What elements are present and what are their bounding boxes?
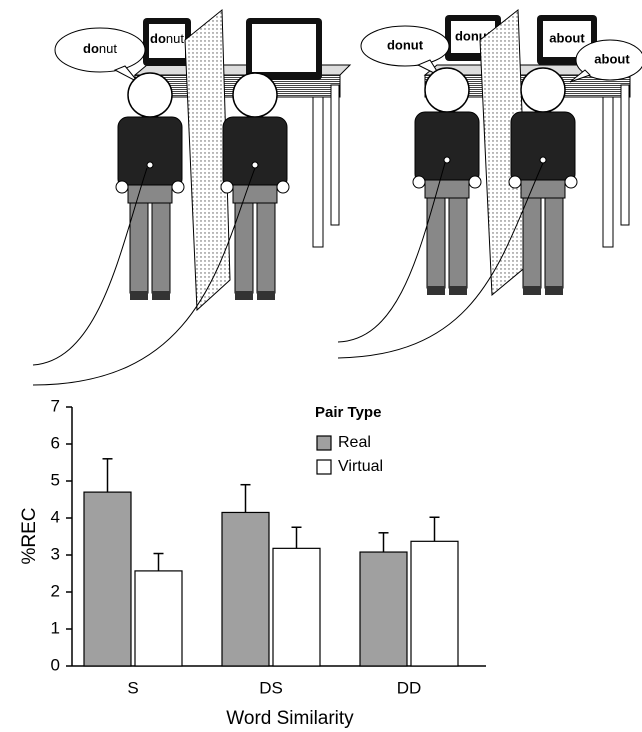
bold-part: do: [150, 31, 166, 46]
y-tick-label: 6: [51, 433, 60, 452]
figure: donut donut donut about donut about %REC…: [0, 0, 642, 732]
screen-text: about: [549, 30, 585, 45]
legend-label: Real: [338, 434, 371, 451]
y-tick-label: 4: [51, 507, 60, 526]
bar: [84, 492, 131, 666]
bold-part: do: [83, 41, 99, 56]
legend-swatch: [317, 436, 331, 450]
legend-label: Virtual: [338, 458, 383, 475]
left-illustration: donut donut: [33, 10, 350, 385]
y-tick-label: 5: [51, 470, 60, 489]
bubble-text: donut: [387, 37, 424, 52]
bar: [135, 571, 182, 666]
chart: %REC Word Similarity Pair Type 0 1 2 3 4 5 6 7 S…: [19, 396, 486, 729]
y-tick-label: 2: [51, 581, 60, 600]
x-axis-label: Word Similarity: [226, 708, 354, 729]
rest-part: nut: [99, 41, 117, 56]
y-axis-label: %REC: [19, 507, 40, 564]
bubble-text: donut: [83, 41, 117, 56]
x-tick-label: DD: [397, 678, 422, 697]
x-tick-label: S: [127, 678, 138, 697]
bar: [222, 512, 269, 666]
legend-swatch: [317, 460, 331, 474]
legend-title: Pair Type: [315, 404, 381, 421]
x-tick-label: DS: [259, 678, 283, 697]
bar: [411, 541, 458, 666]
bubble-text: about: [594, 51, 630, 66]
bar: [360, 552, 407, 666]
screen-text: donut: [150, 31, 184, 46]
right-illustration: donut about donut about: [338, 10, 642, 358]
rest-part: nut: [166, 31, 184, 46]
y-tick-label: 3: [51, 544, 60, 563]
y-tick-label: 1: [51, 618, 60, 637]
y-tick-label: 0: [51, 655, 60, 674]
bar: [273, 548, 320, 666]
y-tick-label: 7: [51, 396, 60, 415]
